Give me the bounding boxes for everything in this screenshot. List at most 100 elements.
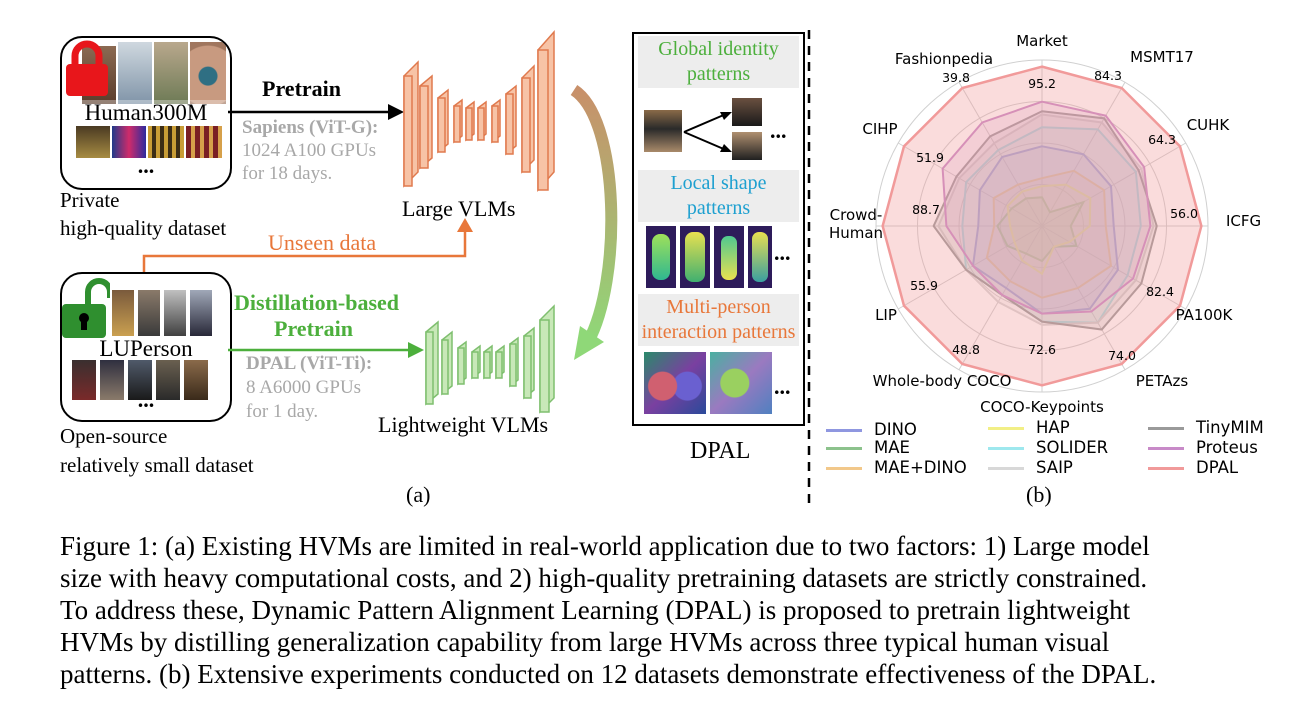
legend-swatch	[988, 447, 1024, 450]
radar-spoke	[958, 225, 1043, 371]
distill-label-line2: Pretrain	[274, 316, 354, 341]
radar-series-saip	[937, 113, 1155, 326]
radar-series-mae-dino	[985, 169, 1113, 299]
photo-thumbnail	[190, 290, 212, 336]
public-dataset-caption-2: relatively small dataset	[60, 453, 254, 477]
legend-swatch	[826, 447, 862, 450]
photo-thumbnail	[128, 360, 152, 400]
legend-swatch	[1148, 427, 1184, 430]
pretrain-arrow	[228, 104, 404, 120]
legend-swatch	[826, 429, 862, 432]
unlocked-padlock-icon	[62, 278, 110, 338]
legend-swatch	[988, 467, 1024, 470]
radar-spoke	[897, 225, 1043, 310]
radar-series-proteus	[941, 100, 1152, 315]
private-dataset-caption-2: high-quality dataset	[60, 216, 227, 240]
radar-spoke	[958, 81, 1043, 227]
legend-swatch	[826, 467, 862, 470]
radar-axis-max-value: 48.8	[952, 342, 980, 357]
multi-pattern-title-2: interaction patterns	[641, 321, 796, 343]
sub-label-b: (b)	[1026, 482, 1052, 507]
legend-item-hap: HAP	[988, 418, 1070, 437]
caption-line: patterns. (b) Extensive experiments cond…	[60, 659, 1157, 689]
radar-spoke	[1041, 142, 1187, 227]
legend-item-tinymim: TinyMIM	[1148, 418, 1264, 437]
local-pattern-title-2: patterns	[686, 197, 751, 219]
sub-label-a: (a)	[406, 482, 431, 507]
photo-thumbnail	[118, 42, 152, 104]
radar-axis-max-value: 51.9	[916, 150, 944, 165]
legend-item-mae-dino: MAE+DINO	[826, 458, 967, 477]
distill-label-line1: Distillation-based	[234, 290, 400, 315]
local-pattern-title-1: Local shape	[670, 172, 767, 194]
radar-series-hap	[1006, 183, 1092, 276]
distill-curve-arrow	[570, 84, 618, 360]
locked-padlock-icon	[66, 40, 108, 96]
radar-axis-max-value: 82.4	[1146, 284, 1174, 299]
public-ellipsis: ...	[137, 387, 155, 412]
radar-axis-label: Market	[1016, 32, 1068, 50]
radar-axis-max-value: 74.0	[1108, 348, 1136, 363]
radar-axis-label: Whole-body COCO	[873, 372, 1012, 390]
photo-thumbnail	[112, 126, 146, 158]
sapiens-config-line1: Sapiens (ViT-G):	[242, 117, 379, 138]
dpal-config-line2: 8 A6000 GPUs	[246, 377, 362, 398]
identity-sample-image	[644, 110, 682, 152]
caption-line: HVMs by distilling generalization capabi…	[60, 627, 1110, 657]
radar-axis-label: Fashionpedia	[895, 50, 993, 68]
unseen-data-label: Unseen data	[268, 230, 377, 255]
radar-axis-label: Human	[829, 224, 883, 242]
identity-sample-image	[732, 132, 762, 160]
radar-axis-max-value: 64.3	[1148, 132, 1176, 147]
photo-thumbnail	[156, 360, 180, 400]
radar-axis-max-value: 39.8	[942, 70, 970, 85]
multi-header-bg	[638, 294, 799, 346]
private-dataset-name: Human300M	[62, 100, 230, 126]
radar-axis-max-value: 88.7	[912, 202, 940, 217]
legend-item-saip: SAIP	[988, 458, 1073, 477]
public-dataset-name: LUPerson	[99, 336, 193, 361]
radar-axis-max-value: 72.6	[1028, 342, 1056, 357]
legend-swatch	[1148, 447, 1184, 450]
radar-series-dpal	[881, 65, 1203, 387]
legend-item-proteus: Proteus	[1148, 438, 1258, 457]
global-ellipsis: ...	[770, 118, 787, 143]
photo-thumbnail	[148, 126, 184, 158]
large-model-layers-icon	[403, 30, 555, 192]
dpal-config-line1: DPAL (ViT-Ti):	[246, 353, 373, 374]
radar-axis-label: PETAzs	[1136, 372, 1189, 390]
identity-sample-image	[732, 98, 762, 126]
legend-item-dpal: DPAL	[1148, 458, 1238, 477]
caption-line: To address these, Dynamic Pattern Alignm…	[60, 595, 1131, 625]
caption-line: Figure 1: (a) Existing HVMs are limited …	[60, 531, 1150, 561]
lightweight-model-layers-icon	[425, 304, 555, 414]
multi-pattern-title-1: Multi-person	[666, 296, 771, 318]
local-ellipsis: ...	[774, 240, 791, 265]
shape-heatmap-image	[714, 226, 744, 288]
multi-ellipsis: ...	[774, 374, 791, 399]
local-header-bg	[638, 170, 799, 222]
sapiens-config-line3: for 18 days.	[242, 163, 333, 184]
figure-caption: Figure 1: (a) Existing HVMs are limited …	[60, 530, 1260, 690]
radar-spoke	[1041, 225, 1187, 310]
photo-thumbnail	[184, 360, 208, 400]
photo-thumbnail	[72, 360, 96, 400]
legend-item-solider: SOLIDER	[988, 438, 1108, 457]
radar-axis-label: PA100K	[1176, 306, 1234, 324]
panel-separator	[807, 30, 811, 510]
radar-spoke	[897, 142, 1043, 227]
interaction-feature-image	[710, 352, 772, 414]
radar-axis-label: Crowd-	[830, 206, 883, 224]
distillation-arrow	[228, 342, 424, 358]
radar-spoke	[1041, 225, 1126, 371]
public-dataset-caption-1: Open-source	[60, 424, 168, 448]
photo-thumbnail	[164, 290, 186, 336]
photo-thumbnail	[190, 42, 226, 104]
radar-axis-max-value: 56.0	[1170, 206, 1198, 221]
radar-axis-max-value: 84.3	[1094, 68, 1122, 83]
patterns-panel: Global identity patterns ... Local shape…	[632, 32, 805, 426]
radar-axis-max-value: 95.2	[1028, 76, 1056, 91]
radar-axis-label: CUHK	[1187, 116, 1231, 134]
shape-heatmap-image	[646, 226, 676, 288]
